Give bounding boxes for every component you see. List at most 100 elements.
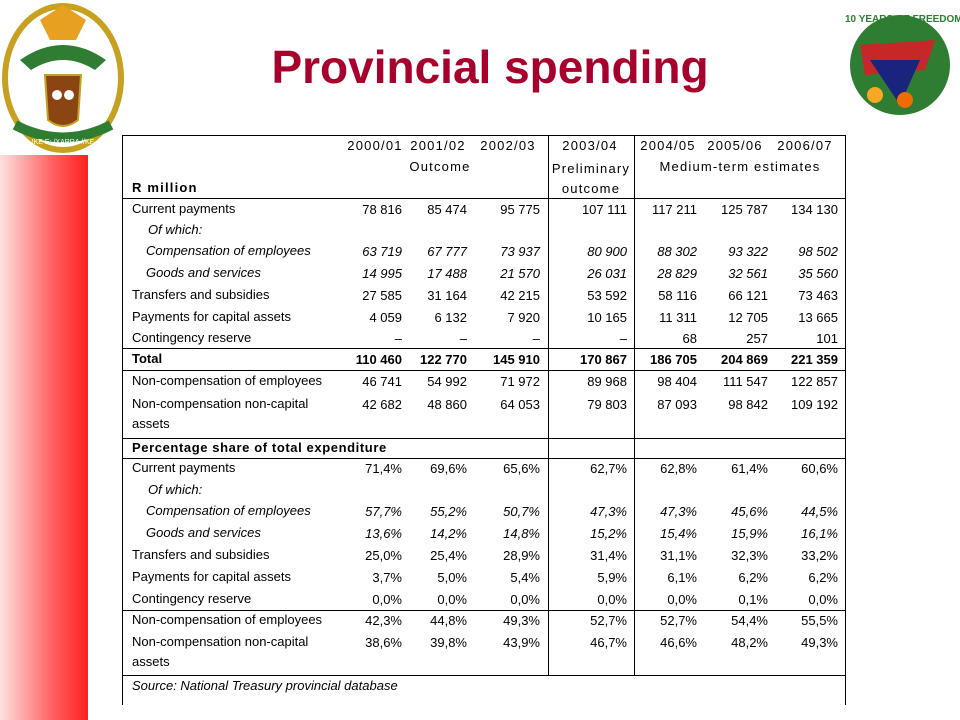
cell: 28,9% (503, 548, 540, 563)
cell: 32,3% (731, 548, 768, 563)
h-rule (122, 675, 845, 676)
year-header: 2005/06 (707, 138, 763, 153)
cell: 53 592 (587, 288, 627, 303)
cell: 107 111 (581, 202, 627, 217)
cell: 257 (746, 331, 768, 346)
cell: 62,7% (590, 461, 627, 476)
cell: 111 547 (722, 374, 768, 389)
cell: 73 937 (500, 244, 540, 259)
cell: 5,9% (597, 570, 627, 585)
cell: – (459, 331, 467, 346)
right-logo: 10 YEARS OF FREEDOM (845, 14, 960, 115)
title: Provincial spending (271, 41, 709, 93)
cell: 60,6% (801, 461, 838, 476)
cell: 101 (816, 331, 838, 346)
row-label: Non-compensation non-capital assets (132, 634, 309, 669)
h-rule (122, 370, 845, 371)
cell: 62,8% (660, 461, 697, 476)
cell: 0,0% (597, 592, 627, 607)
cell: 55,2% (430, 504, 467, 519)
cell: 12 705 (728, 310, 768, 325)
cell: 46,6% (660, 635, 697, 650)
cell: 44,5% (801, 504, 838, 519)
cell: 122 857 (791, 374, 838, 389)
cell: 58 116 (658, 288, 697, 303)
cell: – (394, 331, 402, 346)
h-rule (122, 610, 845, 611)
cell: 52,7% (660, 613, 697, 628)
cell: 4 059 (369, 310, 402, 325)
group-header: Medium-term estimates (659, 159, 821, 174)
row-label: Of which: (148, 482, 203, 497)
cell: 39,8% (430, 635, 467, 650)
cell: 73 463 (798, 288, 838, 303)
v-rule (122, 135, 123, 705)
cell: 98 404 (657, 374, 697, 389)
cell: 87 093 (657, 397, 697, 412)
cell: 125 787 (721, 202, 768, 217)
cell: 54 992 (427, 374, 467, 389)
cell: 15,4% (660, 526, 697, 541)
cell: 54,4% (731, 613, 768, 628)
group-header: Outcome (409, 159, 471, 174)
cell: 52,7% (590, 613, 627, 628)
cell: 38,6% (365, 635, 402, 650)
cell: 42 682 (362, 397, 402, 412)
cell: 221 359 (791, 352, 838, 367)
cell: 13,6% (365, 526, 402, 541)
row-label: Compensation of employees (146, 503, 311, 518)
cell: 5,4% (510, 570, 540, 585)
cell: 31,1% (660, 548, 697, 563)
row-label: Non-compensation of employees (132, 612, 323, 627)
cell: 46 741 (362, 374, 402, 389)
cell: 122 770 (420, 352, 467, 367)
logo-text: 10 YEARS OF FREEDOM (845, 14, 960, 25)
cell: 0,0% (808, 592, 838, 607)
year-header: 2000/01 (347, 138, 403, 153)
row-label: Non-compensation of employees (132, 373, 323, 388)
cell: 0,0% (667, 592, 697, 607)
cell: 14,8% (503, 526, 540, 541)
cell: 134 130 (791, 202, 838, 217)
cell: 27 585 (362, 288, 402, 303)
cell: 11 311 (659, 310, 697, 325)
row-label: Non-compensation non-capital assets (132, 396, 309, 431)
cell: 42 215 (500, 288, 540, 303)
cell: 57,7% (365, 504, 402, 519)
source: Source: National Treasury provincial dat… (132, 678, 398, 693)
cell: 71 972 (500, 374, 540, 389)
section-title: Percentage share of total expenditure (132, 440, 387, 455)
cell: 66 121 (728, 288, 768, 303)
cell: 47,3% (590, 504, 627, 519)
cell: 35 560 (798, 266, 838, 281)
cell: 42,3% (365, 613, 402, 628)
cell: 186 705 (650, 352, 697, 367)
row-label: Total (132, 351, 163, 366)
row-label: Payments for capital assets (132, 569, 291, 584)
cell: 49,3% (801, 635, 838, 650)
row-label: Current payments (132, 201, 236, 216)
cell: 5,0% (437, 570, 467, 585)
cell: 78 816 (362, 202, 402, 217)
cell: 65,6% (503, 461, 540, 476)
h-rule (122, 348, 845, 349)
cell: 46,7% (590, 635, 627, 650)
group-header: Preliminary outcome (551, 161, 631, 196)
row-label: Goods and services (146, 525, 261, 540)
cell: 79 803 (587, 397, 627, 412)
v-rule (634, 135, 635, 675)
cell: 71,4% (365, 461, 402, 476)
cell: 80 900 (587, 244, 627, 259)
cell: 44,8% (430, 613, 467, 628)
row-label: Compensation of employees (146, 243, 311, 258)
year-header: 2006/07 (777, 138, 833, 153)
cell: 6,1% (667, 570, 697, 585)
cell: 25,0% (365, 548, 402, 563)
h-rule (122, 198, 845, 199)
row-label: Of which: (148, 222, 203, 237)
cell: 48 860 (427, 397, 467, 412)
cell: 45,6% (731, 504, 768, 519)
h-rule (122, 438, 845, 439)
cell: 43,9% (503, 635, 540, 650)
cell: 31,4% (590, 548, 627, 563)
